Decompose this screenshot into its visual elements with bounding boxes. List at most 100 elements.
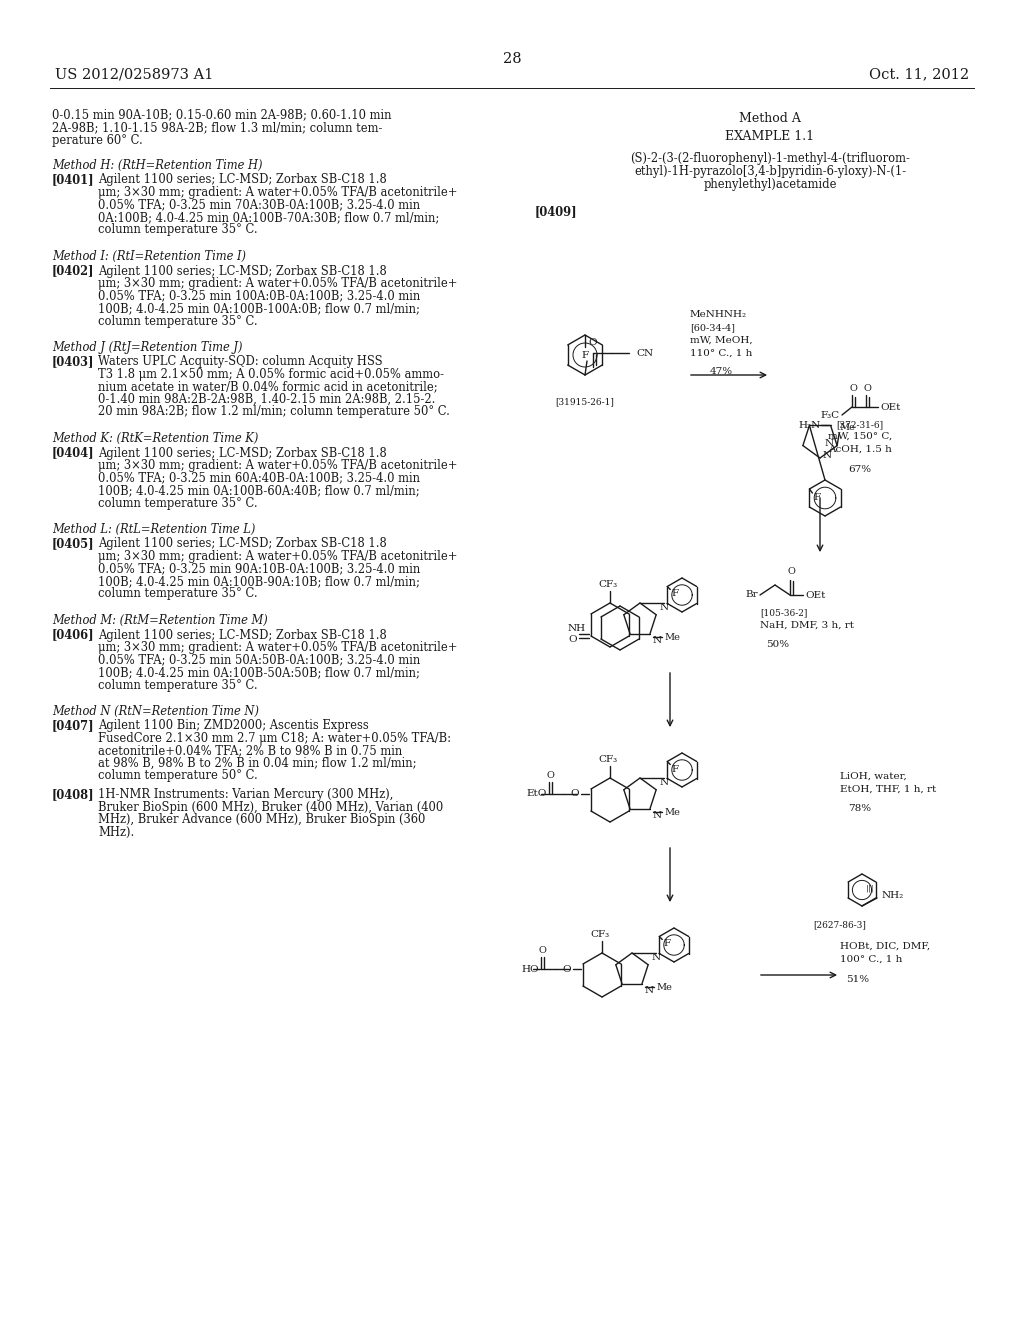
Text: CF₃: CF₃ bbox=[598, 579, 617, 589]
Text: |||: ||| bbox=[865, 884, 874, 892]
Text: LiOH, water,: LiOH, water, bbox=[840, 772, 906, 781]
Text: NaH, DMF, 3 h, rt: NaH, DMF, 3 h, rt bbox=[760, 620, 854, 630]
Text: [0408]: [0408] bbox=[52, 788, 94, 801]
Text: [372-31-6]: [372-31-6] bbox=[837, 420, 884, 429]
Text: 100B; 4.0-4.25 min 0A:100B-60A:40B; flow 0.7 ml/min;: 100B; 4.0-4.25 min 0A:100B-60A:40B; flow… bbox=[98, 484, 420, 498]
Text: 50%: 50% bbox=[766, 640, 790, 649]
Text: 100° C., 1 h: 100° C., 1 h bbox=[840, 954, 902, 964]
Text: Method A: Method A bbox=[739, 112, 801, 125]
Text: N: N bbox=[825, 440, 835, 447]
Text: EtO: EtO bbox=[526, 789, 547, 799]
Text: 0.05% TFA; 0-3.25 min 100A:0B-0A:100B; 3.25-4.0 min: 0.05% TFA; 0-3.25 min 100A:0B-0A:100B; 3… bbox=[98, 289, 420, 302]
Text: (S)-2-(3-(2-fluorophenyl)-1-methyl-4-(trifluorom-: (S)-2-(3-(2-fluorophenyl)-1-methyl-4-(tr… bbox=[630, 152, 910, 165]
Text: [105-36-2]: [105-36-2] bbox=[760, 609, 807, 616]
Text: O: O bbox=[546, 771, 554, 780]
Text: US 2012/0258973 A1: US 2012/0258973 A1 bbox=[55, 67, 213, 81]
Text: [0406]: [0406] bbox=[52, 628, 94, 642]
Text: Me: Me bbox=[664, 808, 680, 817]
Text: ethyl)-1H-pyrazolo[3,4-b]pyridin-6-yloxy)-N-(1-: ethyl)-1H-pyrazolo[3,4-b]pyridin-6-yloxy… bbox=[634, 165, 906, 178]
Text: 1H-NMR Instruments: Varian Mercury (300 MHz),: 1H-NMR Instruments: Varian Mercury (300 … bbox=[98, 788, 393, 801]
Text: mW, MeOH,: mW, MeOH, bbox=[690, 337, 753, 345]
Text: EtOH, THF, 1 h, rt: EtOH, THF, 1 h, rt bbox=[840, 785, 936, 795]
Text: CN: CN bbox=[636, 348, 653, 358]
Text: N: N bbox=[653, 636, 663, 644]
Text: Method J (RtJ=Retention Time J): Method J (RtJ=Retention Time J) bbox=[52, 341, 243, 354]
Text: Method N (RtN=Retention Time N): Method N (RtN=Retention Time N) bbox=[52, 705, 259, 718]
Text: N: N bbox=[659, 603, 669, 611]
Text: 51%: 51% bbox=[847, 975, 869, 983]
Text: 78%: 78% bbox=[849, 804, 871, 813]
Text: μm; 3×30 mm; gradient: A water+0.05% TFA/B acetonitrile+: μm; 3×30 mm; gradient: A water+0.05% TFA… bbox=[98, 642, 458, 653]
Text: [0404]: [0404] bbox=[52, 446, 94, 459]
Text: Me: Me bbox=[656, 983, 672, 993]
Text: Bruker BioSpin (600 MHz), Bruker (400 MHz), Varian (400: Bruker BioSpin (600 MHz), Bruker (400 MH… bbox=[98, 800, 443, 813]
Text: [0405]: [0405] bbox=[52, 537, 94, 550]
Text: H₂N: H₂N bbox=[799, 421, 820, 430]
Text: column temperature 35° C.: column temperature 35° C. bbox=[98, 587, 258, 601]
Text: 100B; 4.0-4.25 min 0A:100B-100A:0B; flow 0.7 ml/min;: 100B; 4.0-4.25 min 0A:100B-100A:0B; flow… bbox=[98, 302, 420, 315]
Text: 47%: 47% bbox=[710, 367, 733, 376]
Text: 28: 28 bbox=[503, 51, 521, 66]
Text: O: O bbox=[568, 635, 577, 644]
Text: N: N bbox=[645, 986, 654, 995]
Text: μm; 3×30 mm; gradient: A water+0.05% TFA/B acetonitrile+: μm; 3×30 mm; gradient: A water+0.05% TFA… bbox=[98, 459, 458, 473]
Text: Agilent 1100 series; LC-MSD; Zorbax SB-C18 1.8: Agilent 1100 series; LC-MSD; Zorbax SB-C… bbox=[98, 628, 387, 642]
Text: F: F bbox=[672, 764, 679, 774]
Text: HOBt, DIC, DMF,: HOBt, DIC, DMF, bbox=[840, 942, 930, 950]
Text: [2627-86-3]: [2627-86-3] bbox=[813, 920, 866, 929]
Text: Me: Me bbox=[839, 422, 855, 432]
Text: acetonitrile+0.04% TFA; 2% B to 98% B in 0.75 min: acetonitrile+0.04% TFA; 2% B to 98% B in… bbox=[98, 744, 402, 758]
Text: 20 min 98A:2B; flow 1.2 ml/min; column temperature 50° C.: 20 min 98A:2B; flow 1.2 ml/min; column t… bbox=[98, 405, 450, 418]
Text: Agilent 1100 series; LC-MSD; Zorbax SB-C18 1.8: Agilent 1100 series; LC-MSD; Zorbax SB-C… bbox=[98, 173, 387, 186]
Text: [0401]: [0401] bbox=[52, 173, 94, 186]
Text: 110° C., 1 h: 110° C., 1 h bbox=[690, 348, 753, 358]
Text: NH₂: NH₂ bbox=[882, 891, 904, 900]
Text: column temperature 35° C.: column temperature 35° C. bbox=[98, 496, 258, 510]
Text: T3 1.8 μm 2.1×50 mm; A 0.05% formic acid+0.05% ammo-: T3 1.8 μm 2.1×50 mm; A 0.05% formic acid… bbox=[98, 368, 444, 381]
Text: N: N bbox=[651, 953, 660, 962]
Text: μm; 3×30 mm; gradient: A water+0.05% TFA/B acetonitrile+: μm; 3×30 mm; gradient: A water+0.05% TFA… bbox=[98, 277, 458, 290]
Text: 0.05% TFA; 0-3.25 min 50A:50B-0A:100B; 3.25-4.0 min: 0.05% TFA; 0-3.25 min 50A:50B-0A:100B; 3… bbox=[98, 653, 420, 667]
Text: CF₃: CF₃ bbox=[591, 931, 609, 939]
Text: Br: Br bbox=[745, 590, 758, 599]
Text: OEt: OEt bbox=[880, 403, 900, 412]
Text: MeNHNH₂: MeNHNH₂ bbox=[690, 310, 748, 319]
Text: Waters UPLC Acquity-SQD: column Acquity HSS: Waters UPLC Acquity-SQD: column Acquity … bbox=[98, 355, 383, 368]
Text: O: O bbox=[562, 965, 571, 974]
Text: OEt: OEt bbox=[805, 590, 825, 599]
Text: HO: HO bbox=[521, 965, 539, 974]
Text: O: O bbox=[538, 946, 546, 954]
Text: F: F bbox=[813, 492, 820, 502]
Text: MHz), Bruker Advance (600 MHz), Bruker BioSpin (360: MHz), Bruker Advance (600 MHz), Bruker B… bbox=[98, 813, 425, 826]
Text: 0A:100B; 4.0-4.25 min 0A:100B-70A:30B; flow 0.7 ml/min;: 0A:100B; 4.0-4.25 min 0A:100B-70A:30B; f… bbox=[98, 211, 439, 224]
Text: 100B; 4.0-4.25 min 0A:100B-50A:50B; flow 0.7 ml/min;: 100B; 4.0-4.25 min 0A:100B-50A:50B; flow… bbox=[98, 667, 420, 678]
Text: Me: Me bbox=[664, 634, 680, 643]
Text: [0407]: [0407] bbox=[52, 719, 94, 733]
Text: F: F bbox=[672, 590, 679, 598]
Text: Agilent 1100 Bin; ZMD2000; Ascentis Express: Agilent 1100 Bin; ZMD2000; Ascentis Expr… bbox=[98, 719, 369, 733]
Text: 0-1.40 min 98A:2B-2A:98B, 1.40-2.15 min 2A:98B, 2.15-2.: 0-1.40 min 98A:2B-2A:98B, 1.40-2.15 min … bbox=[98, 393, 435, 407]
Text: F: F bbox=[664, 940, 671, 949]
Text: perature 60° C.: perature 60° C. bbox=[52, 135, 142, 147]
Text: [60-34-4]: [60-34-4] bbox=[690, 323, 735, 333]
Text: Method L: (RtL=Retention Time L): Method L: (RtL=Retention Time L) bbox=[52, 523, 255, 536]
Text: NH: NH bbox=[568, 624, 586, 634]
Text: EXAMPLE 1.1: EXAMPLE 1.1 bbox=[725, 129, 814, 143]
Text: Oct. 11, 2012: Oct. 11, 2012 bbox=[869, 67, 969, 81]
Text: Agilent 1100 series; LC-MSD; Zorbax SB-C18 1.8: Agilent 1100 series; LC-MSD; Zorbax SB-C… bbox=[98, 446, 387, 459]
Text: 67%: 67% bbox=[849, 465, 871, 474]
Text: [0402]: [0402] bbox=[52, 264, 94, 277]
Text: phenylethyl)acetamide: phenylethyl)acetamide bbox=[703, 178, 837, 191]
Text: Method I: (RtI=Retention Time I): Method I: (RtI=Retention Time I) bbox=[52, 249, 246, 263]
Text: μm; 3×30 mm; gradient: A water+0.05% TFA/B acetonitrile+: μm; 3×30 mm; gradient: A water+0.05% TFA… bbox=[98, 550, 458, 564]
Text: N: N bbox=[823, 450, 833, 459]
Text: 0-0.15 min 90A-10B; 0.15-0.60 min 2A-98B; 0.60-1.10 min: 0-0.15 min 90A-10B; 0.15-0.60 min 2A-98B… bbox=[52, 108, 391, 121]
Text: Method H: (RtH=Retention Time H): Method H: (RtH=Retention Time H) bbox=[52, 158, 262, 172]
Text: [0403]: [0403] bbox=[52, 355, 94, 368]
Text: O: O bbox=[787, 568, 795, 576]
Text: CF₃: CF₃ bbox=[598, 755, 617, 764]
Text: column temperature 35° C.: column temperature 35° C. bbox=[98, 314, 258, 327]
Text: F: F bbox=[582, 351, 589, 360]
Text: F₃C: F₃C bbox=[821, 411, 840, 420]
Text: column temperature 35° C.: column temperature 35° C. bbox=[98, 223, 258, 236]
